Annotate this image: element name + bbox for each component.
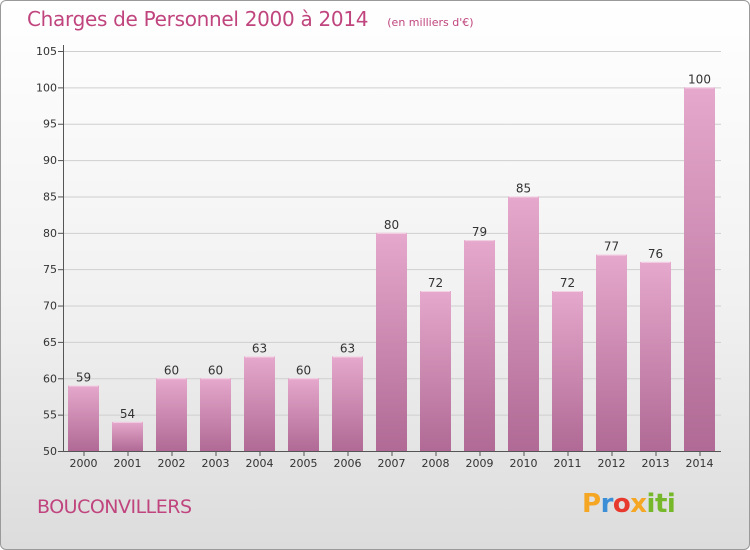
value-label: 54 (120, 407, 135, 421)
y-tick-label: 90 (43, 154, 57, 167)
value-label: 76 (648, 247, 663, 261)
y-tick-label: 70 (43, 300, 57, 313)
place-name: BOUCONVILLERS (37, 496, 192, 518)
x-tick-label: 2009 (466, 457, 494, 470)
y-tick-label: 50 (43, 445, 57, 458)
value-label: 60 (164, 363, 179, 377)
x-tick-label: 2014 (686, 457, 714, 470)
x-tick-label: 2004 (246, 457, 274, 470)
x-tick-label: 2000 (70, 457, 98, 470)
x-tick-label: 2001 (114, 457, 142, 470)
chart-subtitle: (en milliers d'€) (387, 16, 474, 29)
tick-labels: 50 55 60 65 70 75 80 85 90 95 100 105 2000 2001 2002 20… (36, 45, 714, 470)
value-labels: 59 54 60 60 63 60 63 80 72 79 85 72 77 76 100 (76, 72, 711, 421)
y-tick-label: 65 (43, 336, 57, 349)
value-label: 80 (384, 218, 399, 232)
value-label: 63 (340, 341, 355, 355)
bar-2011 (552, 291, 583, 451)
value-label: 60 (296, 363, 311, 377)
value-label: 63 (252, 341, 267, 355)
value-label: 77 (604, 240, 619, 254)
y-tick-label: 80 (43, 227, 57, 240)
y-tick-label: 95 (43, 118, 57, 131)
bar-2009 (464, 240, 495, 451)
bar-2002 (156, 378, 187, 451)
y-tick-label: 85 (43, 190, 57, 203)
bar-2001 (112, 421, 143, 451)
bar-2004 (244, 356, 275, 451)
x-tick-label: 2007 (378, 457, 406, 470)
x-tick-label: 2003 (202, 457, 230, 470)
proxiti-logo: Proxiti (582, 489, 676, 519)
y-tick-label: 100 (36, 81, 57, 94)
bar-2014 (684, 87, 715, 451)
y-tick-label: 60 (43, 372, 57, 385)
x-tick-label: 2008 (422, 457, 450, 470)
x-tick-label: 2005 (290, 457, 318, 470)
y-tick-label: 75 (43, 263, 57, 276)
bar-2012 (596, 254, 627, 451)
bars (68, 87, 715, 451)
value-label: 72 (560, 276, 575, 290)
bar-2003 (200, 378, 231, 451)
value-label: 79 (472, 225, 487, 239)
value-label: 100 (688, 72, 711, 86)
x-tick-label: 2006 (334, 457, 362, 470)
x-tick-label: 2011 (554, 457, 582, 470)
bar-2006 (332, 356, 363, 451)
bar-2005 (288, 378, 319, 451)
x-tick-label: 2013 (642, 457, 670, 470)
axes (58, 45, 721, 456)
value-label: 59 (76, 371, 91, 385)
x-tick-label: 2010 (510, 457, 538, 470)
x-tick-label: 2002 (158, 457, 186, 470)
value-label: 72 (428, 276, 443, 290)
chart-title: Charges de Personnel 2000 à 2014 (27, 7, 369, 31)
bar-2010 (508, 196, 539, 451)
value-label: 85 (516, 181, 531, 195)
y-tick-label: 55 (43, 409, 57, 422)
bar-2008 (420, 291, 451, 451)
title-block: Charges de Personnel 2000 à 2014 (en mil… (27, 7, 474, 31)
x-tick-label: 2012 (598, 457, 626, 470)
bar-2013 (640, 261, 671, 451)
value-label: 60 (208, 363, 223, 377)
y-tick-label: 105 (36, 45, 57, 58)
bar-2007 (376, 232, 407, 451)
bar-2000 (68, 385, 99, 451)
